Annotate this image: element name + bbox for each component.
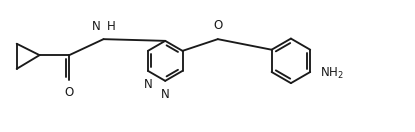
Text: H: H bbox=[106, 20, 115, 32]
Text: N: N bbox=[161, 88, 170, 101]
Text: O: O bbox=[65, 86, 74, 99]
Text: N: N bbox=[144, 78, 152, 91]
Text: NH$_2$: NH$_2$ bbox=[320, 66, 344, 81]
Text: O: O bbox=[213, 19, 222, 32]
Text: N: N bbox=[92, 20, 101, 33]
